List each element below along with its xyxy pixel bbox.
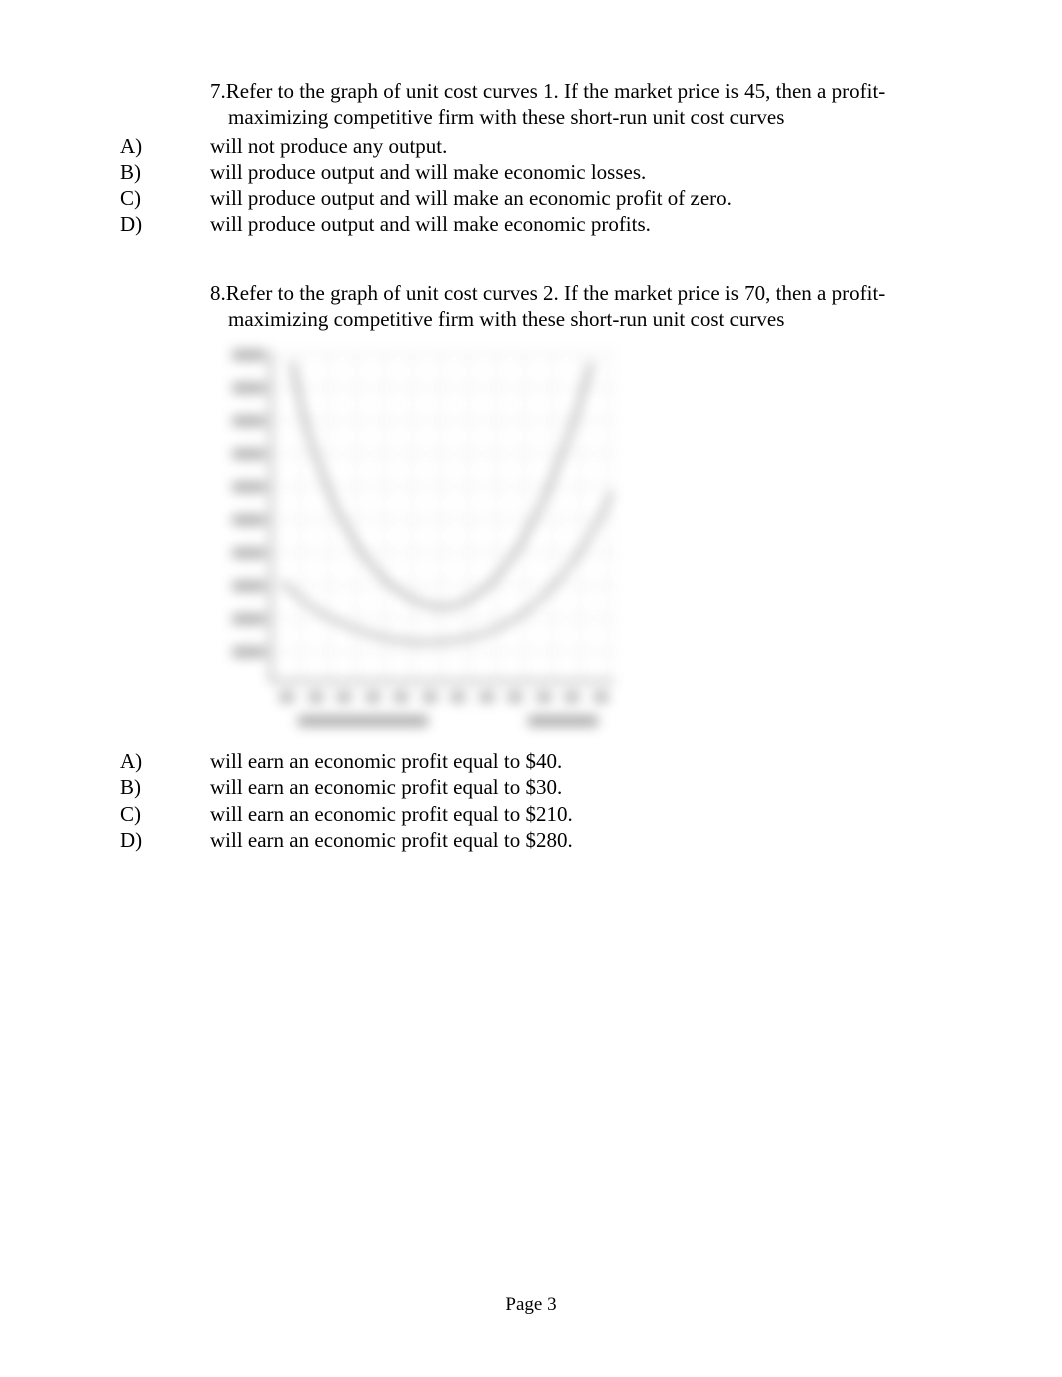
q8-number: 8.	[210, 281, 226, 305]
q7-stem-line1: Refer to the graph of unit cost curves 1…	[226, 79, 886, 103]
q7-opt-c: C) will produce output and will make an …	[120, 185, 942, 211]
page-number: Page 3	[0, 1293, 1062, 1317]
question-7: 7.Refer to the graph of unit cost curves…	[120, 78, 942, 238]
q7-opt-a-letter: A)	[120, 133, 210, 159]
q7-opt-b-text: will produce output and will make econom…	[210, 159, 646, 185]
cost-curve-graph	[228, 342, 628, 742]
curve-atc	[292, 362, 592, 607]
q8-opt-b: B) will earn an economic profit equal to…	[120, 774, 942, 800]
cost-curves-svg	[272, 352, 614, 682]
q8-opt-a-text: will earn an economic profit equal to $4…	[210, 748, 562, 774]
q7-opt-c-text: will produce output and will make an eco…	[210, 185, 732, 211]
curve-avc	[282, 492, 612, 642]
q7-opt-c-letter: C)	[120, 185, 210, 211]
q7-opt-d: D) will produce output and will make eco…	[120, 211, 942, 237]
document-page: 7.Refer to the graph of unit cost curves…	[0, 0, 1062, 1377]
q7-opt-a-text: will not produce any output.	[210, 133, 447, 159]
q8-opt-a: A) will earn an economic profit equal to…	[120, 748, 942, 774]
question-8: 8.Refer to the graph of unit cost curves…	[120, 280, 942, 854]
q8-opt-a-letter: A)	[120, 748, 210, 774]
q8-options: A) will earn an economic profit equal to…	[120, 748, 942, 853]
q8-stem: 8.Refer to the graph of unit cost curves…	[210, 280, 942, 333]
q8-graph-wrap	[228, 342, 942, 742]
q7-opt-b: B) will produce output and will make eco…	[120, 159, 942, 185]
q8-opt-c-letter: C)	[120, 801, 210, 827]
q8-opt-c-text: will earn an economic profit equal to $2…	[210, 801, 573, 827]
q7-options: A) will not produce any output. B) will …	[120, 133, 942, 238]
q7-opt-b-letter: B)	[120, 159, 210, 185]
q8-opt-b-text: will earn an economic profit equal to $3…	[210, 774, 562, 800]
q7-stem: 7.Refer to the graph of unit cost curves…	[210, 78, 942, 131]
q8-opt-d-letter: D)	[120, 827, 210, 853]
x-axis-label	[298, 716, 428, 726]
q7-number: 7.	[210, 79, 226, 103]
q8-opt-d: D) will earn an economic profit equal to…	[120, 827, 942, 853]
q7-opt-d-text: will produce output and will make econom…	[210, 211, 651, 237]
q7-opt-d-letter: D)	[120, 211, 210, 237]
q7-opt-a: A) will not produce any output.	[120, 133, 942, 159]
q8-opt-d-text: will earn an economic profit equal to $2…	[210, 827, 573, 853]
q8-stem-line2: maximizing competitive firm with these s…	[228, 307, 784, 331]
q7-stem-line2: maximizing competitive firm with these s…	[228, 105, 784, 129]
q8-stem-line1: Refer to the graph of unit cost curves 2…	[226, 281, 886, 305]
graph-legend	[528, 716, 598, 726]
q8-opt-b-letter: B)	[120, 774, 210, 800]
q8-opt-c: C) will earn an economic profit equal to…	[120, 801, 942, 827]
x-tick-labels	[280, 692, 608, 702]
